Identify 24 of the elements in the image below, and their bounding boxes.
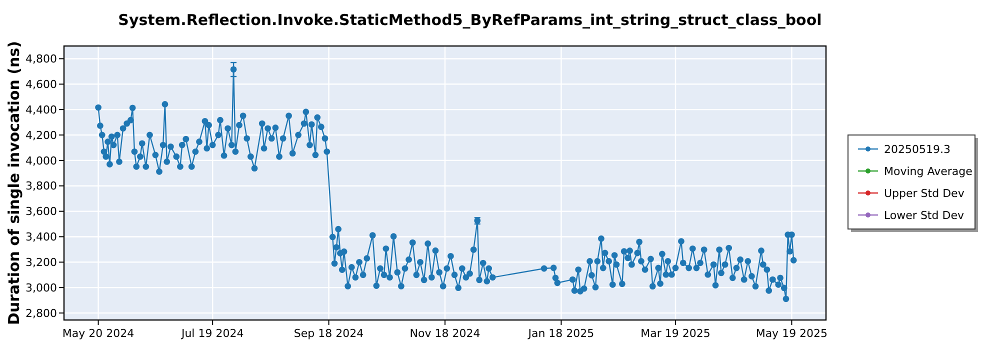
legend-label: Moving Average <box>884 164 973 178</box>
y-tick-label: 3,600 <box>26 205 57 218</box>
x-tick-label: Mar 19 2025 <box>640 327 710 340</box>
y-tick-label: 4,800 <box>26 52 57 66</box>
y-tick-label: 3,000 <box>26 281 57 294</box>
y-tick-label: 3,200 <box>26 256 57 269</box>
y-tick-label: 3,800 <box>26 180 57 193</box>
y-tick-label: 4,600 <box>26 78 57 91</box>
x-tick-label: May 19 2025 <box>756 327 828 340</box>
x-tick-label: Nov 18 2024 <box>410 327 480 340</box>
x-tick-label: Jan 18 2025 <box>527 327 594 340</box>
y-tick-label: 4,000 <box>26 154 57 168</box>
legend-label: Lower Std Dev <box>884 208 964 222</box>
legend-label: Upper Std Dev <box>884 186 965 200</box>
y-tick-label: 3,400 <box>26 230 57 244</box>
chart-title: System.Reflection.Invoke.StaticMethod5_ByRefParams_int_string_struct_class_bool <box>118 11 822 29</box>
y-tick-label: 2,800 <box>26 306 57 320</box>
x-tick-label: May 20 2024 <box>62 327 134 340</box>
legend-label: 20250519.3 <box>884 142 950 156</box>
y-axis-title: Duration of single invocation (ns) <box>5 41 23 325</box>
x-tick-label: Sep 18 2024 <box>294 327 364 340</box>
y-tick-label: 4,400 <box>26 103 57 116</box>
x-tick-label: Jul 19 2024 <box>180 327 244 340</box>
y-tick-label: 4,200 <box>26 128 57 142</box>
